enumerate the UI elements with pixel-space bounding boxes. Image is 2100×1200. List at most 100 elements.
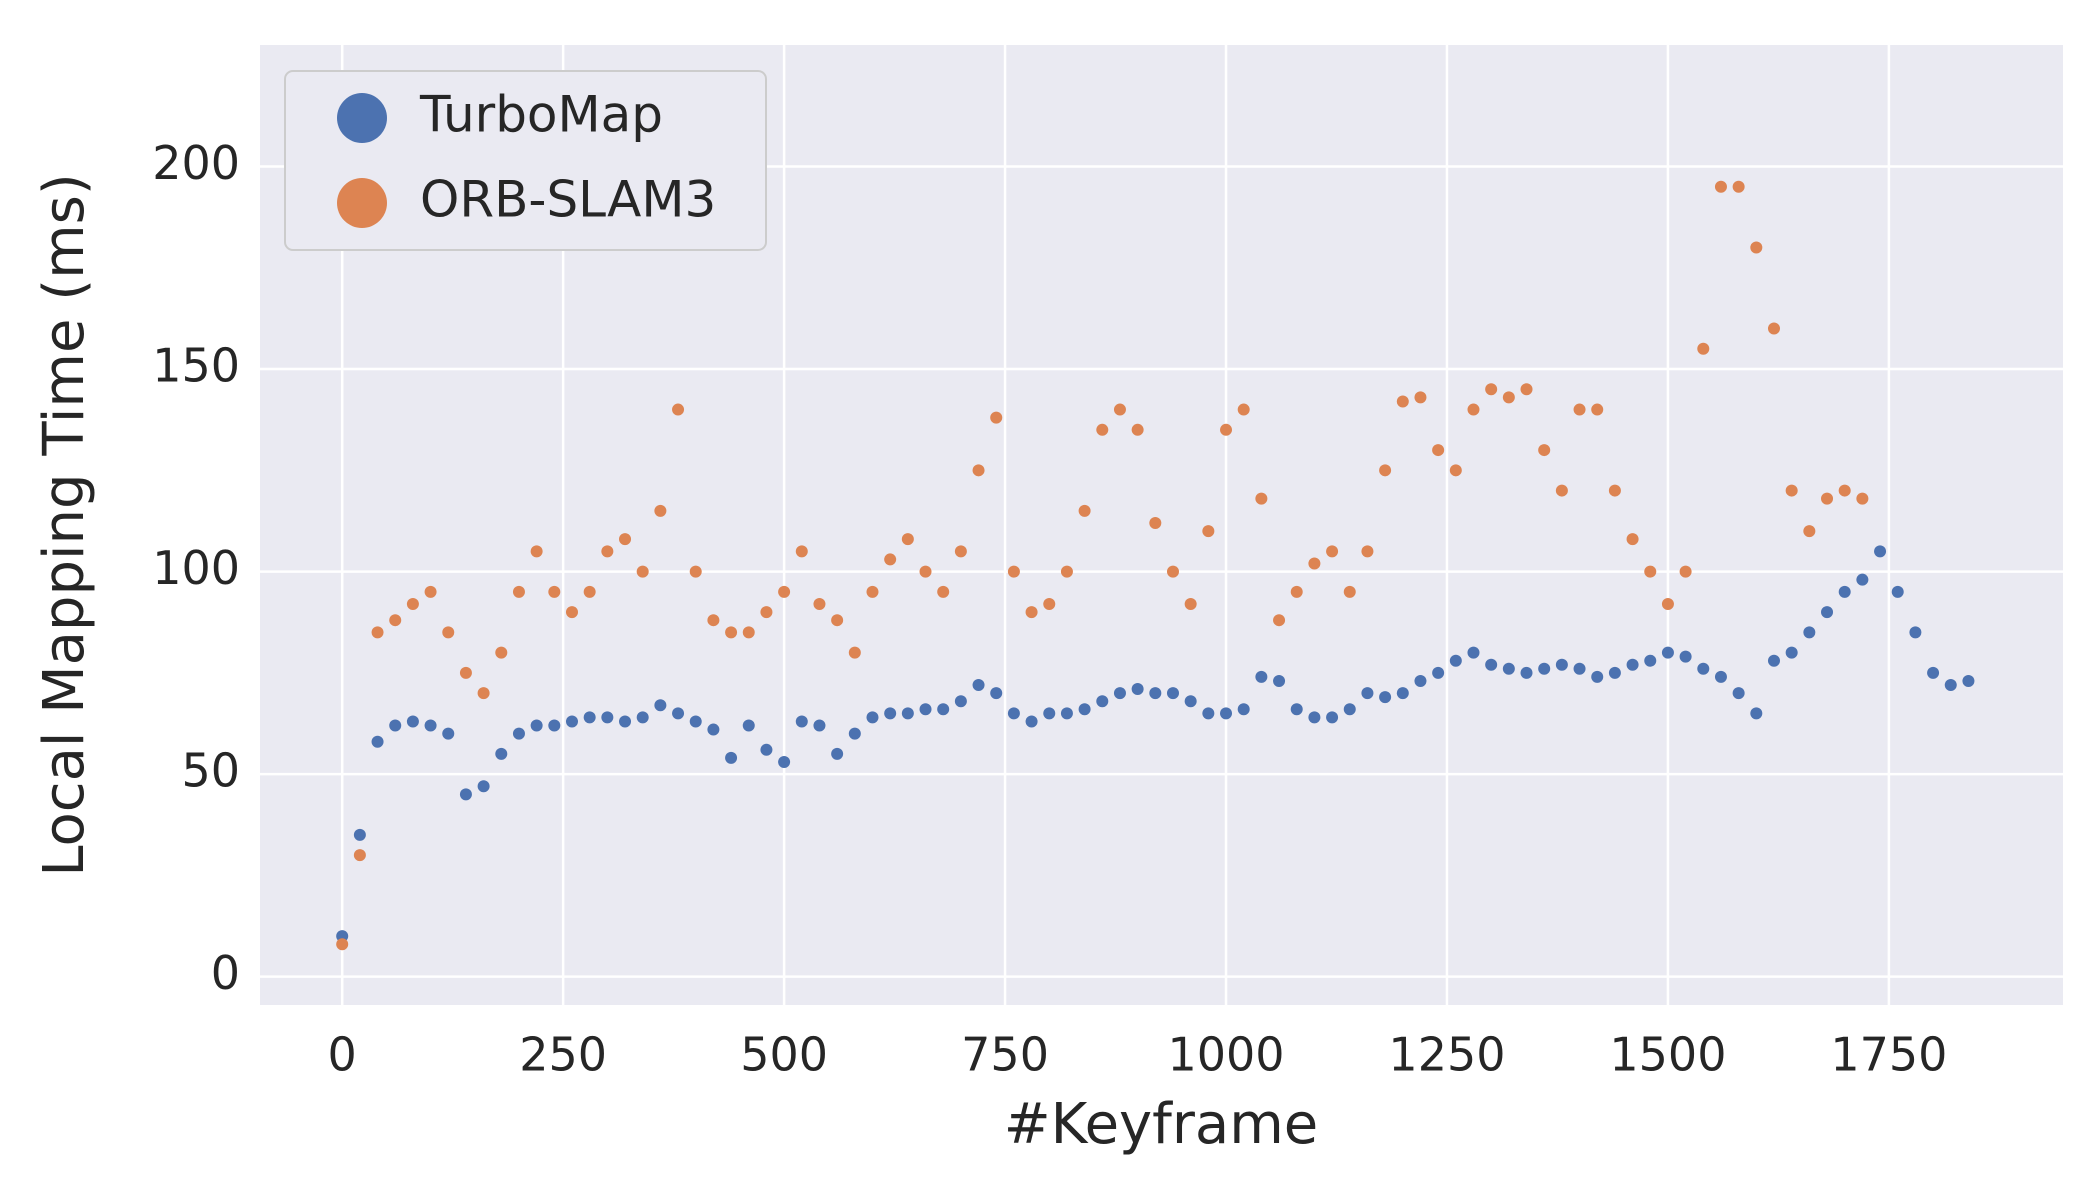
- point: [1326, 711, 1339, 724]
- point: [1290, 585, 1303, 598]
- point: [954, 695, 967, 708]
- point: [1414, 674, 1427, 687]
- point: [1396, 687, 1409, 700]
- point: [1520, 666, 1533, 679]
- point: [901, 533, 914, 546]
- point: [1432, 666, 1445, 679]
- point: [725, 751, 738, 764]
- point: [1025, 715, 1038, 728]
- point: [1078, 504, 1091, 517]
- point: [1379, 464, 1392, 477]
- point: [601, 711, 614, 724]
- point: [1396, 395, 1409, 408]
- point: [1007, 565, 1020, 578]
- point: [1821, 492, 1834, 505]
- point: [1626, 533, 1639, 546]
- point: [1290, 703, 1303, 716]
- point: [1520, 383, 1533, 396]
- point: [548, 719, 561, 732]
- point: [1078, 703, 1091, 716]
- point: [1255, 492, 1268, 505]
- point: [866, 711, 879, 724]
- point: [1255, 670, 1268, 683]
- point: [1202, 525, 1215, 538]
- point: [1538, 444, 1551, 457]
- y-tick-label: 150: [152, 339, 240, 393]
- points: [336, 180, 1975, 951]
- point: [1714, 180, 1727, 193]
- point: [1361, 545, 1374, 558]
- point: [1679, 565, 1692, 578]
- point: [1591, 670, 1604, 683]
- point: [1608, 666, 1621, 679]
- point: [1838, 484, 1851, 497]
- point: [707, 723, 720, 736]
- point: [371, 626, 384, 639]
- point: [919, 703, 932, 716]
- point: [619, 533, 632, 546]
- point: [1220, 707, 1233, 720]
- point: [1838, 585, 1851, 598]
- point: [1166, 565, 1179, 578]
- point: [1591, 403, 1604, 416]
- point: [1096, 423, 1109, 436]
- point: [884, 553, 897, 566]
- point: [1785, 646, 1798, 659]
- point: [1131, 423, 1144, 436]
- point: [1909, 626, 1922, 639]
- point: [1944, 679, 1957, 691]
- point: [1007, 707, 1020, 720]
- point: [1220, 423, 1233, 436]
- x-tick-label: 250: [519, 1028, 607, 1082]
- point: [1750, 707, 1763, 720]
- x-tick-label: 0: [328, 1028, 357, 1082]
- point: [548, 585, 561, 598]
- point: [689, 715, 702, 728]
- point: [583, 585, 596, 598]
- point: [1962, 674, 1975, 687]
- point: [459, 788, 472, 801]
- point: [636, 565, 649, 578]
- point: [742, 719, 755, 732]
- point: [901, 707, 914, 720]
- point: [990, 687, 1003, 700]
- point: [1697, 662, 1710, 675]
- point: [1131, 683, 1144, 696]
- x-tick-label: 500: [740, 1028, 828, 1082]
- point: [1555, 658, 1568, 671]
- y-tick-label: 200: [152, 136, 240, 190]
- point: [1184, 597, 1197, 610]
- point: [1856, 492, 1869, 505]
- point: [654, 699, 667, 712]
- point: [1326, 545, 1339, 558]
- point: [954, 545, 967, 558]
- point: [530, 545, 543, 558]
- point: [1113, 687, 1126, 700]
- point: [990, 411, 1003, 424]
- x-axis-label: #Keyframe: [1004, 1092, 1319, 1157]
- point: [583, 711, 596, 724]
- point: [1573, 662, 1586, 675]
- x-tick-label: 1000: [1167, 1028, 1284, 1082]
- point: [389, 614, 402, 627]
- point: [424, 719, 437, 732]
- point: [1149, 516, 1162, 529]
- point: [972, 679, 985, 691]
- point: [1573, 403, 1586, 416]
- point: [1644, 565, 1657, 578]
- y-tick-label: 0: [211, 946, 240, 1000]
- point: [495, 646, 508, 659]
- point: [1785, 484, 1798, 497]
- legend: TurboMap ORB-SLAM3: [284, 70, 767, 251]
- point: [1803, 525, 1816, 538]
- point: [1661, 646, 1674, 659]
- point: [1449, 654, 1462, 667]
- point: [795, 545, 808, 558]
- point: [530, 719, 543, 732]
- point: [884, 707, 897, 720]
- point: [1626, 658, 1639, 671]
- point: [442, 727, 455, 740]
- point: [1025, 606, 1038, 619]
- point: [424, 585, 437, 598]
